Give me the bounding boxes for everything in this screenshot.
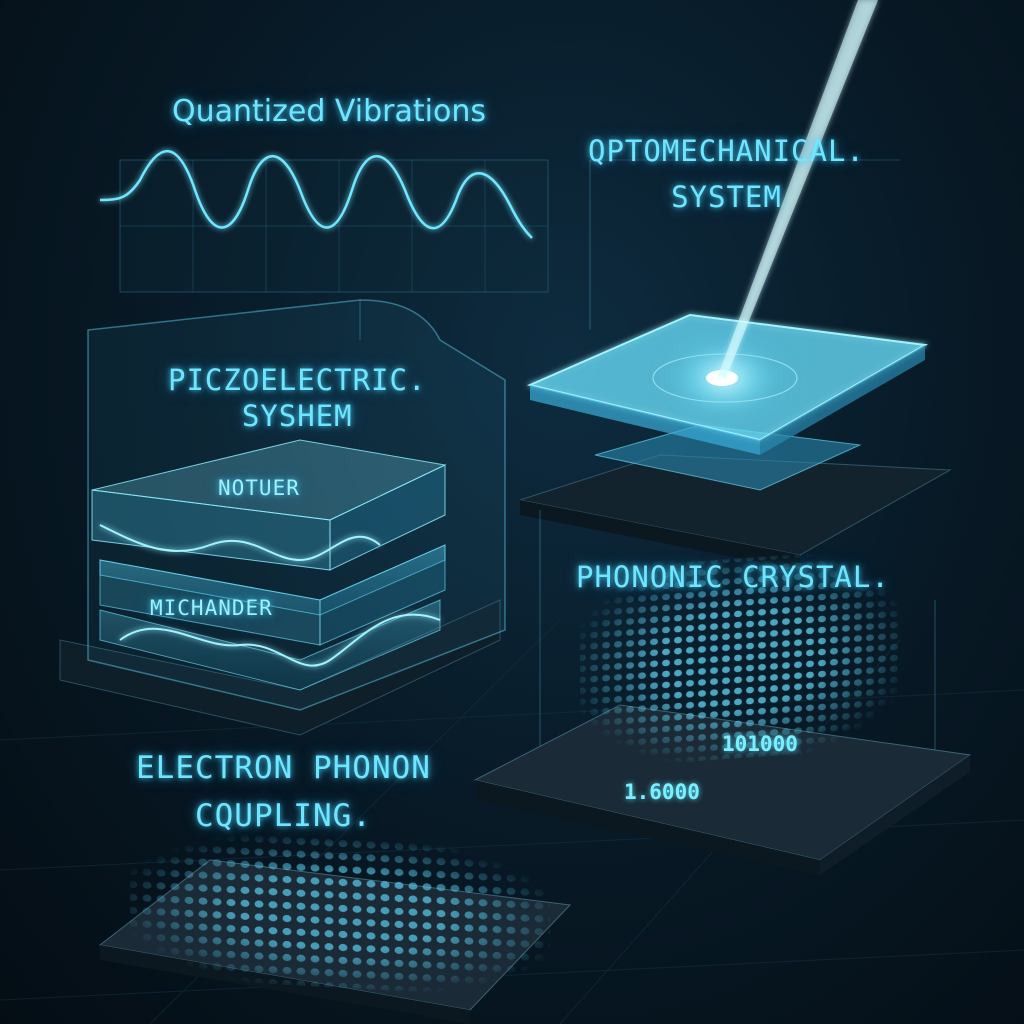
piezoelectric-title: PICZOELECTRIC. SYSHEM — [168, 362, 426, 434]
optomechanical-stack — [519, 0, 952, 570]
phononic-crystal — [473, 510, 972, 875]
phononic-crystal-title: PHONONIC CRYSTAL. — [576, 560, 890, 594]
optomechanical-title-line1: QPTOMECHANICAL. — [588, 134, 865, 168]
piezo-cube — [59, 299, 506, 736]
electron-phonon-title: ELECTRON PHONON CQUPLING. — [136, 744, 431, 840]
vibration-wave — [99, 149, 533, 239]
electron-phonon-platform — [98, 826, 572, 1024]
piezo-layer-top-label: NOTUER — [218, 476, 300, 500]
optomechanical-title: QPTOMECHANICAL. SYSTEM — [588, 128, 865, 220]
electron-phonon-title-line2: CQUPLING. — [194, 798, 372, 834]
piezo-layer-bottom-label: MICHANDER — [150, 596, 273, 620]
piezoelectric-title-line1: PICZOELECTRIC. — [168, 363, 427, 397]
piezoelectric-title-line2: SYSHEM — [241, 399, 353, 433]
laser-beam — [718, 0, 878, 378]
crystal-readout-2: 1.6000 — [624, 780, 700, 804]
optomechanical-title-line2: SYSTEM — [671, 180, 782, 214]
crystal-readout-1: 101000 — [722, 732, 798, 756]
electron-phonon-title-line1: ELECTRON PHONON — [136, 750, 431, 786]
quantized-vibrations-title: Quantized Vibrations — [172, 94, 486, 129]
vibration-panel — [99, 149, 549, 293]
